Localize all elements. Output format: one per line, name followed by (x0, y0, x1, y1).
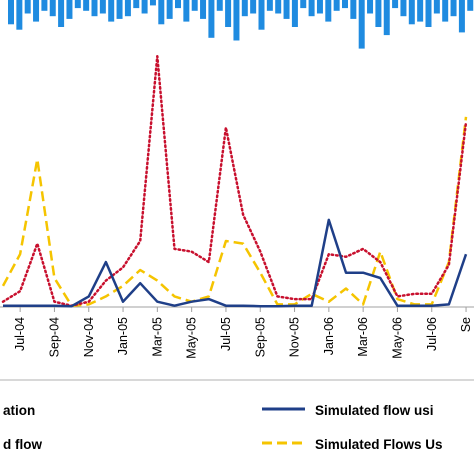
legend-label-series-2: d flow (3, 437, 42, 452)
x-tick-label: Sep-04 (47, 317, 61, 357)
precipitation-bar (183, 0, 190, 22)
legend-item-series-1: Simulated flow usi (262, 403, 434, 418)
precipitation-bar (425, 0, 432, 27)
x-tick-label: Mar-06 (356, 317, 370, 357)
precipitation-bar (58, 0, 65, 27)
precipitation-bar (258, 0, 265, 30)
x-tick-label: May-05 (185, 317, 199, 359)
x-tick-label: Mar-05 (150, 317, 164, 357)
precipitation-bar (175, 0, 181, 9)
precipitation-bar (41, 0, 48, 11)
precipitation-bar (24, 0, 31, 14)
precipitation-bar (275, 0, 282, 14)
precipitation-bar (308, 0, 315, 17)
series-3-line (1, 116, 468, 307)
precipitation-bar (91, 0, 98, 17)
precipitation-bar (325, 0, 332, 22)
precipitation-bar (400, 0, 407, 17)
precipitation-bar (216, 0, 223, 11)
precipitation-bar (266, 0, 273, 11)
precipitation-bar (233, 0, 240, 41)
precipitation-bar (442, 0, 449, 22)
legend-label-precipitation: ation (3, 403, 35, 418)
precipitation-bar (367, 0, 374, 14)
x-tick-label: Jul-05 (219, 317, 233, 351)
precipitation-bar (66, 0, 73, 19)
precipitation-bar (16, 0, 23, 30)
precipitation-bar (417, 0, 424, 22)
precipitation-bar (300, 0, 307, 9)
precipitation-bar (333, 0, 340, 11)
precipitation-bar (108, 0, 115, 22)
precipitation-bar (350, 0, 357, 19)
precipitation-bar (83, 0, 90, 11)
precipitation-bar (241, 0, 248, 17)
precipitation-bar (49, 0, 56, 17)
x-tick-label: Jul-06 (425, 317, 439, 351)
x-tick-label: Nov-05 (288, 317, 302, 357)
legend-item-series-3: Simulated Flows Us (262, 437, 443, 452)
precipitation-bar (250, 0, 257, 14)
precipitation-bar (283, 0, 290, 19)
series-lines (1, 54, 468, 308)
legend-item-series-2: d flow (3, 437, 42, 452)
precipitation-bar (33, 0, 40, 22)
precipitation-bar (166, 0, 173, 19)
precipitation-bar (149, 0, 156, 6)
series-1-line (3, 218, 468, 308)
x-tick-label: Jan-05 (116, 317, 130, 355)
legend: ation Simulated flow usi d flow Simulate… (3, 403, 443, 452)
precipitation-bar (200, 0, 207, 19)
precipitation-bar (8, 0, 14, 25)
x-tick-label: Sep-05 (253, 317, 267, 357)
x-tick-label: Se (459, 317, 473, 332)
x-tick-label: May-06 (390, 317, 404, 359)
precipitation-bars (8, 0, 474, 49)
series-2-line (1, 54, 468, 307)
precipitation-bar (383, 0, 390, 36)
x-tick-label: Nov-04 (82, 317, 96, 357)
precipitation-bar (133, 0, 140, 9)
precipitation-bar (141, 0, 148, 14)
precipitation-bar (358, 0, 365, 49)
precipitation-bar (208, 0, 215, 38)
x-tick-label: Jul-04 (13, 317, 27, 351)
precipitation-bar (124, 0, 131, 17)
precipitation-bar (291, 0, 298, 27)
precipitation-bar (225, 0, 232, 27)
precipitation-bar (408, 0, 415, 25)
precipitation-bar (99, 0, 106, 14)
precipitation-bar (458, 0, 465, 33)
precipitation-bar (74, 0, 81, 9)
precipitation-bar (433, 0, 440, 14)
x-tick-label: Jan-06 (322, 317, 336, 355)
precipitation-bar (316, 0, 323, 14)
x-axis-ticks: Jul-04 Sep-04 Nov-04 Jan-05 Mar-05 May-05 Jul-… (13, 307, 473, 359)
precipitation-bar (342, 0, 348, 9)
precipitation-bar (467, 0, 474, 11)
precipitation-bar (116, 0, 123, 19)
precipitation-bar (158, 0, 165, 25)
legend-item-precipitation: ation (3, 403, 35, 418)
precipitation-bar (392, 0, 399, 9)
legend-label-series-1: Simulated flow usi (315, 403, 434, 418)
precipitation-bar (450, 0, 457, 17)
legend-label-series-3: Simulated Flows Us (315, 437, 443, 452)
precipitation-bar (375, 0, 382, 27)
precipitation-bar (191, 0, 198, 11)
